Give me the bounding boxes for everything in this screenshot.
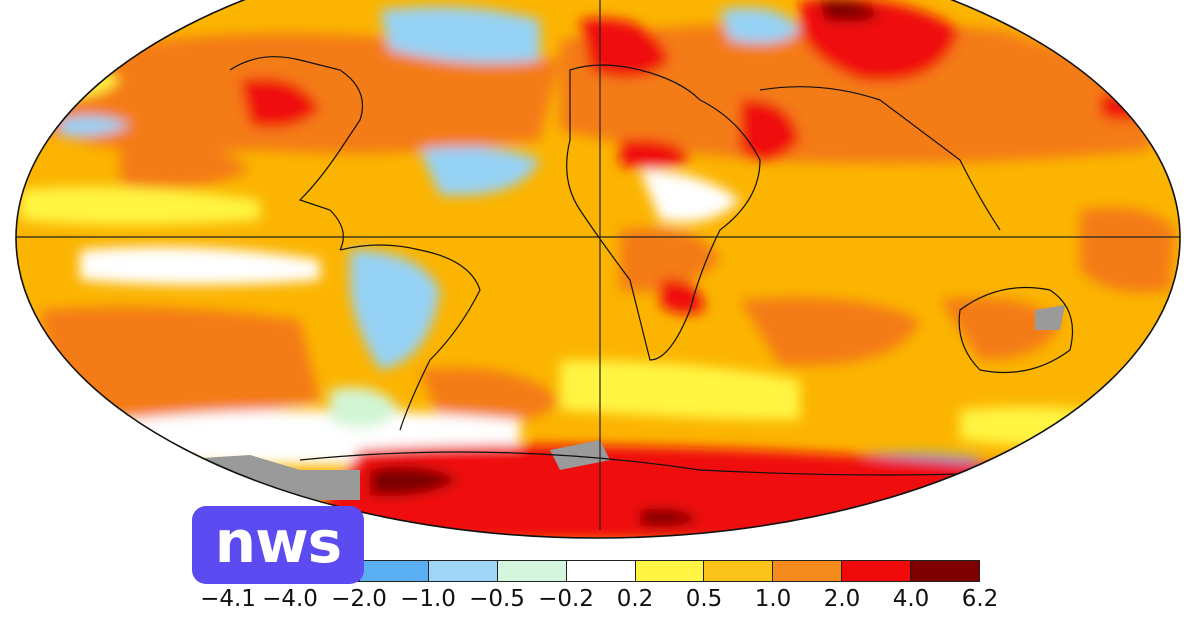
color-swatch-4 — [566, 561, 636, 581]
red-southern-africa-hotspot — [660, 279, 705, 314]
color-scale-labels: −4.1 −4.0 −2.0 −1.0 −0.5 −0.2 0.2 0.5 1.0 2.0 4.0 6… — [0, 586, 1200, 618]
color-swatch-7 — [773, 561, 843, 581]
map-fill-layer — [16, 0, 1180, 538]
red-north-pacific-hotspot — [1100, 94, 1150, 120]
scale-label-2: −2.0 — [331, 586, 387, 612]
red-north-america-hotspot — [240, 78, 320, 128]
scale-label-7: 0.5 — [685, 586, 723, 612]
australia-coastline — [958, 286, 1074, 374]
blue-north-pacific-patch — [60, 116, 130, 137]
white-sahel-patch — [640, 170, 740, 223]
orange-australia-region — [940, 297, 1060, 360]
orange-indian-ocean-region — [740, 297, 920, 366]
coastlines — [229, 56, 1074, 476]
nws-logo-text: nws — [214, 508, 342, 576]
darkred-south-pole-hotspot — [640, 508, 700, 527]
scale-label-11: 6.2 — [961, 586, 999, 612]
south-america-coastline — [339, 244, 481, 431]
map-frame-ellipse — [15, 0, 1181, 539]
green-patagonia-patch — [330, 387, 400, 428]
scale-label-0: −4.1 — [200, 586, 256, 612]
darkred-arctic-hotspot — [820, 0, 880, 22]
color-swatch-8 — [842, 561, 912, 581]
yellow-south-indian-band — [560, 360, 800, 420]
blue-north-atlantic-patch — [380, 6, 540, 64]
scale-label-5: −0.2 — [538, 586, 594, 612]
red-north-africa-hotspot — [620, 139, 690, 169]
blue-south-america-patch — [350, 250, 440, 370]
anomaly-regions — [20, 0, 1175, 538]
orange-south-atlantic-region — [420, 368, 560, 423]
color-swatch-9 — [911, 561, 980, 581]
orange-east-pacific-region — [120, 140, 250, 188]
color-scale-bar — [290, 560, 980, 582]
scale-label-6: 0.2 — [616, 586, 654, 612]
scale-label-8: 1.0 — [754, 586, 792, 612]
orange-west-pacific-region — [1080, 207, 1175, 293]
white-tropical-pacific-band — [80, 246, 320, 285]
north-america-coastline — [229, 56, 364, 251]
asia-coastline — [759, 86, 1001, 231]
orange-eurasia-region — [560, 22, 1160, 164]
red-middle-east-hotspot — [740, 99, 800, 161]
color-swatch-1 — [359, 561, 429, 581]
scale-label-3: −1.0 — [400, 586, 456, 612]
gray-missing-data-weddell — [550, 440, 610, 470]
blue-arctic-patch — [720, 7, 800, 44]
gray-missing-data-australia — [1035, 305, 1065, 330]
scale-label-1: −4.0 — [262, 586, 318, 612]
red-europe-hotspot — [580, 18, 670, 78]
scale-label-4: −0.5 — [469, 586, 525, 612]
darkred-antarctica-hotspot — [370, 466, 460, 496]
nws-logo[interactable]: nws — [192, 506, 364, 584]
orange-south-pacific-region — [40, 306, 320, 418]
color-swatch-3 — [497, 561, 567, 581]
orange-central-africa-region — [620, 228, 720, 292]
antarctica-coastline — [299, 451, 1041, 476]
blue-tropical-atlantic-patch — [420, 146, 540, 196]
color-swatch-5 — [635, 561, 705, 581]
scale-label-9: 2.0 — [823, 586, 861, 612]
scale-label-10: 4.0 — [892, 586, 930, 612]
orange-north-atlantic-region — [400, 67, 540, 113]
color-swatch-2 — [428, 561, 498, 581]
yellow-equatorial-pacific-band — [20, 186, 260, 225]
color-swatch-6 — [704, 561, 774, 581]
